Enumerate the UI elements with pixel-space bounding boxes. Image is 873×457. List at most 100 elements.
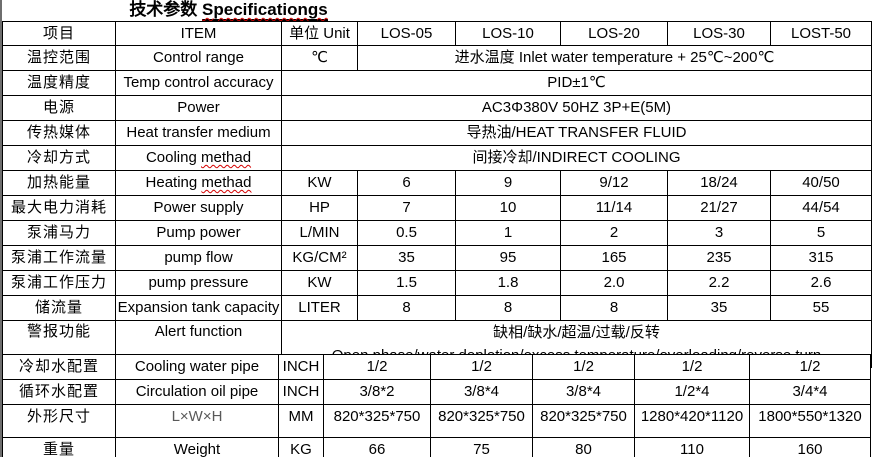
- item-en-cell: Cooling water pipe: [115, 354, 279, 380]
- value-cell: 2.6: [770, 270, 872, 296]
- unit-cell: ℃: [281, 45, 358, 71]
- value-cell: 35: [667, 295, 771, 321]
- specs-table-bottom: 冷却水配置 Cooling water pipe INCH 1/2 1/2 1/…: [2, 354, 871, 457]
- table-row-cooling-method: 冷却方式 Cooling methad 间接冷却/INDIRECT COOLIN…: [2, 145, 872, 171]
- table-row-dimensions: 外形尺寸 L×W×H MM 820*325*750 820*325*750 82…: [2, 404, 871, 438]
- item-en-cell: Control range: [115, 45, 282, 71]
- value-cell: 6: [357, 170, 456, 196]
- unit-cell: KG/CM²: [281, 245, 358, 271]
- table-row-power: 电源 Power AC3Φ380V 50HZ 3P+E(5M): [2, 95, 872, 121]
- value-cell: 7: [357, 195, 456, 221]
- value-cell: 11/14: [560, 195, 668, 221]
- value-cell: 160: [749, 437, 871, 457]
- item-en-cell: pump flow: [115, 245, 282, 271]
- value-cell: 95: [455, 245, 561, 271]
- header-item-zh: 项目: [2, 21, 116, 46]
- value-cell: 8: [455, 295, 561, 321]
- value-cell: 35: [357, 245, 456, 271]
- table-row-circulation-pipe: 循环水配置 Circulation oil pipe INCH 3/8*2 3/…: [2, 379, 871, 405]
- item-zh-cell: 传热媒体: [2, 120, 116, 146]
- item-zh-cell: 储流量: [2, 295, 116, 321]
- unit-cell: HP: [281, 195, 358, 221]
- item-en-cell: L×W×H: [115, 404, 279, 438]
- value-cell: 75: [430, 437, 533, 457]
- item-en-cell: Heat transfer medium: [115, 120, 282, 146]
- item-zh-cell: 泵浦马力: [2, 220, 116, 246]
- value-cell: 1280*420*1120: [634, 404, 750, 438]
- value-cell: 820*325*750: [532, 404, 635, 438]
- table-row-weight: 重量 Weight KG 66 75 80 110 160: [2, 437, 871, 457]
- item-en-cell: Circulation oil pipe: [115, 379, 279, 405]
- item-en-cell: Temp control accuracy: [115, 70, 282, 96]
- misspelled-word: methad: [201, 174, 252, 191]
- unit-cell: KG: [278, 437, 324, 457]
- value-cell: 235: [667, 245, 771, 271]
- page-title: 技术参数 Specificationgs: [2, 0, 455, 21]
- window-edge: [0, 0, 2, 457]
- table-row-tank-capacity: 储流量 Expansion tank capacity LITER 8 8 8 …: [2, 295, 872, 321]
- title-zh: 技术参数: [129, 0, 198, 19]
- header-model: LOS-20: [560, 21, 668, 46]
- value-cell: 820*325*750: [323, 404, 431, 438]
- item-zh-cell: 冷却方式: [2, 145, 116, 171]
- merged-value-cell: 间接冷却/INDIRECT COOLING: [281, 145, 872, 171]
- value-cell: 9: [455, 170, 561, 196]
- table-row-heat-medium: 传热媒体 Heat transfer medium 导热油/HEAT TRANS…: [2, 120, 872, 146]
- specs-table-top: 项目 ITEM 单位 Unit LOS-05 LOS-10 LOS-20 LOS…: [2, 21, 872, 368]
- value-cell: 3/8*4: [532, 379, 635, 405]
- value-cell: 3/8*2: [323, 379, 431, 405]
- table-header-row: 项目 ITEM 单位 Unit LOS-05 LOS-10 LOS-20 LOS…: [2, 21, 872, 46]
- value-cell: 1800*550*1320: [749, 404, 871, 438]
- value-cell: 1/2: [749, 354, 871, 380]
- header-item-en: ITEM: [115, 21, 282, 46]
- value-cell: 44/54: [770, 195, 872, 221]
- alert-zh-line: 缺相/缺水/超温/过载/反转: [493, 324, 660, 341]
- item-zh-cell: 冷却水配置: [2, 354, 116, 380]
- value-cell: 2.2: [667, 270, 771, 296]
- value-cell: 21/27: [667, 195, 771, 221]
- unit-cell: KW: [281, 270, 358, 296]
- unit-cell: MM: [278, 404, 324, 438]
- value-cell: 10: [455, 195, 561, 221]
- item-zh-cell: 泵浦工作流量: [2, 245, 116, 271]
- item-zh-cell: 温控范围: [2, 45, 116, 71]
- item-en-cell: Expansion tank capacity: [115, 295, 282, 321]
- value-cell: 40/50: [770, 170, 872, 196]
- value-cell: 80: [532, 437, 635, 457]
- unit-cell: L/MIN: [281, 220, 358, 246]
- value-cell: 165: [560, 245, 668, 271]
- value-cell: 8: [357, 295, 456, 321]
- merged-value-cell: PID±1℃: [281, 70, 872, 96]
- table-row-pump-pressure: 泵浦工作压力 pump pressure KW 1.5 1.8 2.0 2.2 …: [2, 270, 872, 296]
- value-cell: 1/2*4: [634, 379, 750, 405]
- value-cell: 820*325*750: [430, 404, 533, 438]
- value-cell: 315: [770, 245, 872, 271]
- title-en: Specificationgs: [202, 0, 328, 21]
- table-row-heating: 加热能量 Heating methad KW 6 9 9/12 18/24 40…: [2, 170, 872, 196]
- item-zh-cell: 电源: [2, 95, 116, 121]
- item-en-cell: Heating methad: [115, 170, 282, 196]
- value-cell: 1/2: [634, 354, 750, 380]
- item-zh-cell: 加热能量: [2, 170, 116, 196]
- value-cell: 1.8: [455, 270, 561, 296]
- value-cell: 66: [323, 437, 431, 457]
- value-cell: 18/24: [667, 170, 771, 196]
- item-zh-cell: 外形尺寸: [2, 404, 116, 438]
- table-row-cooling-pipe: 冷却水配置 Cooling water pipe INCH 1/2 1/2 1/…: [2, 354, 871, 380]
- unit-cell: KW: [281, 170, 358, 196]
- value-cell: 8: [560, 295, 668, 321]
- unit-cell: INCH: [278, 354, 324, 380]
- merged-value-cell: 进水温度 Inlet water temperature + 25℃~200℃: [357, 45, 872, 71]
- merged-value-cell: AC3Φ380V 50HZ 3P+E(5M): [281, 95, 872, 121]
- header-model: LOS-05: [357, 21, 456, 46]
- unit-cell: LITER: [281, 295, 358, 321]
- item-en-cell: Power supply: [115, 195, 282, 221]
- value-cell: 2.0: [560, 270, 668, 296]
- value-cell: 3/8*4: [430, 379, 533, 405]
- table-row-pump-power: 泵浦马力 Pump power L/MIN 0.5 1 2 3 5: [2, 220, 872, 246]
- header-model: LOS-10: [455, 21, 561, 46]
- table-row-control-range: 温控范围 Control range ℃ 进水温度 Inlet water te…: [2, 45, 872, 71]
- value-cell: 0.5: [357, 220, 456, 246]
- unit-cell: INCH: [278, 379, 324, 405]
